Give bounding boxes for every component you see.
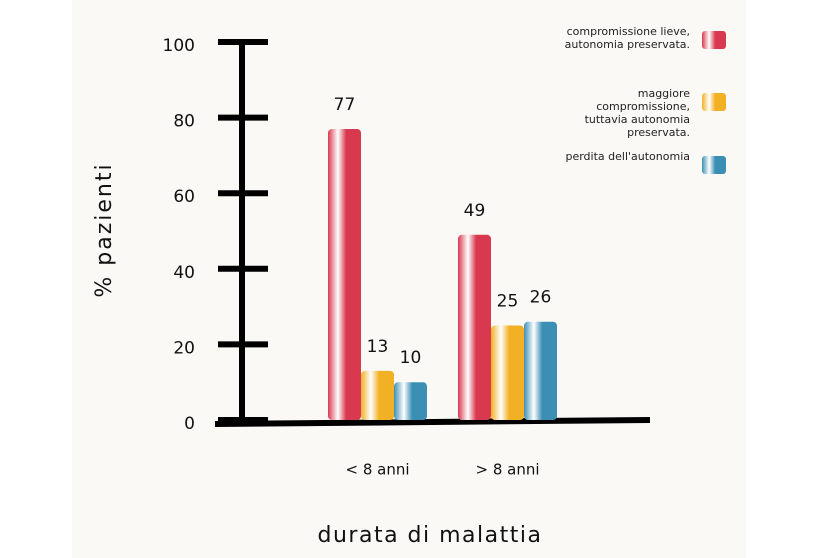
bar (491, 325, 524, 420)
bar (394, 382, 427, 420)
y-tick-label: 20 (173, 338, 195, 358)
data-label: 10 (400, 348, 422, 368)
legend-swatch (702, 156, 726, 174)
data-label: 25 (497, 292, 519, 312)
paper (72, 0, 746, 558)
y-tick-label: 80 (173, 112, 195, 132)
x-tick-label: < 8 anni (345, 461, 409, 479)
data-label: 77 (334, 95, 356, 115)
legend-swatch (702, 31, 726, 49)
bar (361, 370, 394, 420)
x-tick-label: > 8 anni (475, 461, 539, 479)
y-tick-label: 40 (173, 263, 195, 283)
y-tick-label: 100 (163, 36, 195, 56)
bar (328, 128, 361, 420)
bar (458, 234, 491, 420)
x-axis-label: durata di malattia (318, 523, 543, 548)
y-tick-label: 60 (173, 187, 195, 207)
data-label: 13 (367, 337, 389, 357)
legend-label: maggiore compromissione, tuttavia autono… (584, 87, 690, 139)
legend-label: perdita dell'autonomia (565, 150, 690, 163)
y-axis-label: % pazienti (92, 162, 117, 297)
y-tick-label: 0 (184, 414, 195, 434)
data-label: 26 (530, 288, 552, 308)
x-axis (214, 417, 651, 427)
bar (524, 321, 557, 420)
data-label: 49 (464, 201, 486, 221)
legend-swatch (702, 93, 726, 111)
legend-label: compromissione lieve, autonomia preserva… (564, 25, 690, 51)
